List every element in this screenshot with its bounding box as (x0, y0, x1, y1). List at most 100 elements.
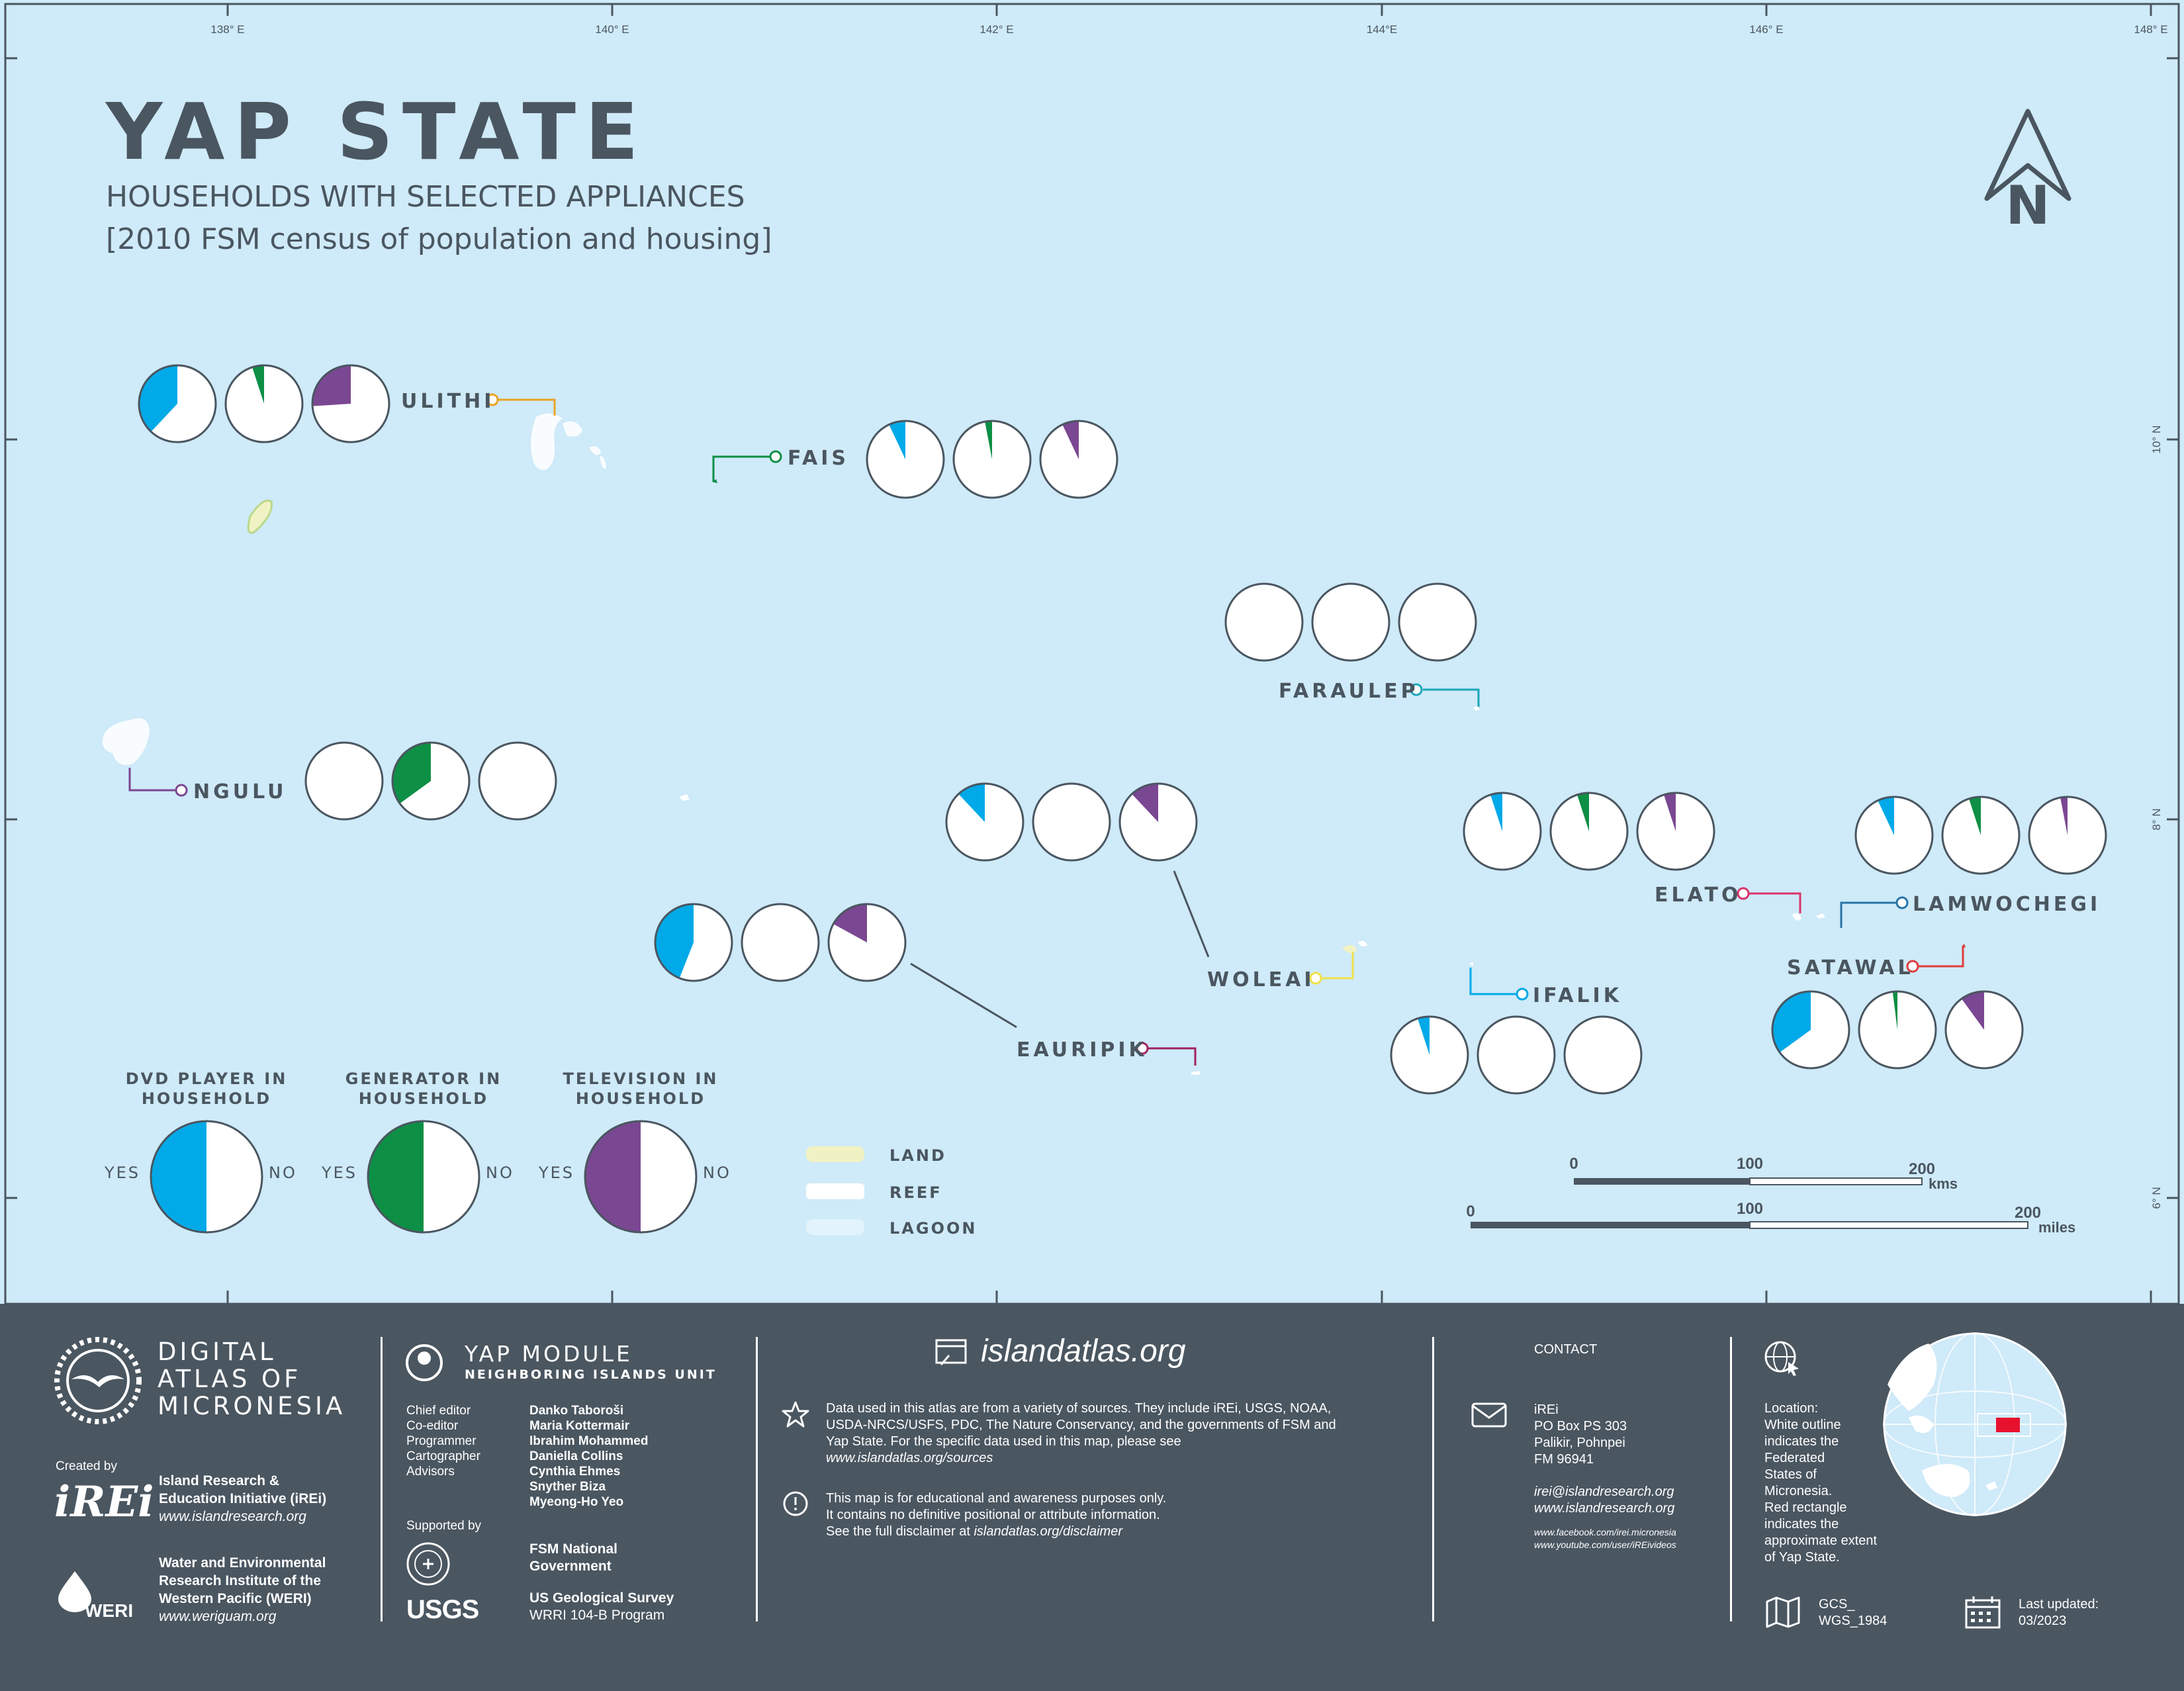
person: Daniella Collins (529, 1449, 623, 1463)
supported-by-label: Supported by (406, 1519, 482, 1533)
disclaimer-link[interactable]: islandatlas.org/disclaimer (974, 1524, 1122, 1539)
pie-slice-elato-television (1664, 793, 1676, 831)
location-line: States of (1764, 1467, 1817, 1482)
lat-label-8: 8° N (2150, 808, 2163, 830)
website-link[interactable]: www.islandresearch.org (1534, 1501, 1675, 1516)
contact-links: irei@islandresearch.org www.islandresear… (1534, 1484, 1674, 1517)
lon-label-144: 144°E (1367, 23, 1398, 36)
scale-bar-miles: 0 100 200 miles (1466, 1200, 2075, 1236)
pie-satawal-generator (1858, 990, 1937, 1070)
pie-faraulep-generator (1311, 582, 1390, 662)
created-by-label: Created by (56, 1459, 117, 1473)
fsm-line-2: Government (529, 1559, 612, 1574)
usgs-credit: US Geological Survey WRRI 104-B Program (529, 1590, 674, 1624)
location-line: Red rectangle (1764, 1500, 1847, 1515)
weri-logo-icon (58, 1571, 91, 1612)
pie-slice-satawal-television (1961, 991, 1984, 1030)
pie-fais-television (1039, 420, 1118, 499)
last-updated: Last updated: 03/2023 (2019, 1596, 2099, 1629)
legend-tv-title-2: HOUSEHOLD (576, 1089, 705, 1108)
pie-faraulep-television (1398, 582, 1477, 662)
lagoon-swatch (806, 1219, 864, 1235)
miles-unit: miles (2038, 1219, 2075, 1236)
pie-slice-fais-dvd (889, 421, 905, 459)
pie-eauripik-generator (741, 903, 820, 982)
lon-label-146: 146° E (1749, 23, 1783, 36)
person: Danko Taboroši (529, 1404, 624, 1418)
land-label: LAND (889, 1146, 946, 1165)
sources-line-3: Yap State. For the specific data used in… (826, 1434, 1181, 1449)
label-fais: FAIS (788, 447, 849, 470)
map-subtitle-source: [2010 FSM census of population and housi… (106, 222, 772, 256)
pie-slice-lamwochegi-generator (1969, 797, 1981, 835)
pie-elato-dvd (1463, 792, 1542, 871)
pie-lamwochegi-television (2028, 796, 2107, 875)
site-link[interactable]: islandatlas.org (981, 1334, 1186, 1369)
pie-fais-generator (952, 420, 1032, 499)
miles-label-100: 100 (1737, 1200, 1763, 1218)
disclaimer-line-3: See the full disclaimer at islandatlas.o… (826, 1524, 1166, 1540)
disclaimer-text: This map is for educational and awarenes… (826, 1490, 1166, 1540)
legend-tv-no-label: NO (703, 1164, 731, 1182)
pie-slice-woleai-television (1132, 784, 1158, 822)
pie-slice-ngulu-generator (392, 743, 431, 804)
yap-module-icon (406, 1344, 443, 1381)
location-line: of Yap State. (1764, 1550, 1840, 1565)
atlas-name-line-2: ATLAS OF (158, 1365, 302, 1393)
pie-ngulu-generator (391, 741, 471, 821)
sources-line-2: USDA-NRCS/USFS, PDC, The Nature Conserva… (826, 1418, 1336, 1432)
svg-text:N: N (2006, 175, 2050, 236)
projection-line-2: WGS_1984 (1819, 1614, 1888, 1628)
atlas-name-line-3: MICRONESIA (158, 1392, 346, 1420)
lagoon-label: LAGOON (889, 1219, 977, 1238)
legend-tv-yes (585, 1121, 641, 1232)
atlas-name-line-1: DIGITAL (158, 1338, 277, 1366)
atlas-name: DIGITAL ATLAS OF MICRONESIA (158, 1338, 345, 1420)
irei-url[interactable]: www.islandresearch.org (159, 1509, 306, 1524)
pie-slice-ifalik-dvd (1418, 1017, 1430, 1055)
pie-ulithi-television (311, 364, 390, 443)
youtube-link[interactable]: www.youtube.com/user/iREivideos (1534, 1539, 1676, 1550)
legend-tv-no (641, 1121, 696, 1232)
location-line: Federated (1764, 1451, 1825, 1465)
legend-dvd-title-1: DVD PLAYER IN (126, 1070, 288, 1088)
atlas-logo-icon (54, 1337, 142, 1424)
email-link[interactable]: irei@islandresearch.org (1534, 1485, 1674, 1499)
kms-label-200: 200 (1909, 1160, 1935, 1178)
location-line: indicates the (1764, 1434, 1839, 1449)
label-woleai: WOLEAI (1207, 968, 1315, 991)
land-swatch (806, 1146, 864, 1162)
pie-faraulep-dvd (1224, 582, 1304, 662)
kms-label-100: 100 (1737, 1155, 1763, 1173)
legend-dvd-no (206, 1121, 262, 1232)
facebook-link[interactable]: www.facebook.com/irei.micronesia (1534, 1527, 1676, 1537)
weri-url[interactable]: www.weriguam.org (159, 1609, 277, 1624)
scale-bar-kms: 0 100 200 kms (1569, 1155, 1958, 1192)
lon-label-148: 148° E (2134, 23, 2167, 36)
label-eauripik: EAURIPIK (1017, 1038, 1148, 1062)
fsm-credit: FSM National Government (529, 1541, 617, 1575)
irei-name-line-2: Education Initiative (iREi) (159, 1491, 327, 1506)
legend-gen-yes-label: YES (321, 1164, 357, 1182)
person: Snyther Biza (529, 1480, 606, 1494)
map-title: YAP STATE (106, 86, 648, 177)
last-updated-date: 03/2023 (2019, 1614, 2067, 1628)
globe-cursor-icon (1764, 1341, 1799, 1376)
pie-slice-fais-generator (985, 421, 992, 459)
location-line: Micronesia. (1764, 1484, 1833, 1498)
pie-slice-satawal-dvd (1772, 991, 1811, 1053)
disclaimer-line-1: This map is for educational and awarenes… (826, 1491, 1167, 1506)
location-line: approximate extent (1764, 1533, 1878, 1548)
irei-logo: iREi (54, 1477, 154, 1527)
pie-slice-ulithi-generator (252, 365, 264, 404)
pie-charts (138, 364, 2107, 1095)
feature-legend: LAND REEF LAGOON (806, 1146, 977, 1238)
label-ifalik: IFALIK (1533, 984, 1622, 1007)
sources-link[interactable]: www.islandatlas.org/sources (826, 1451, 993, 1465)
pie-lamwochegi-dvd (1854, 796, 1934, 875)
graticule (5, 4, 2179, 1304)
pie-slice-fais-television (1062, 421, 1079, 459)
miles-label-0: 0 (1466, 1203, 1475, 1220)
pie-slice-elato-dvd (1490, 793, 1502, 831)
label-ngulu: NGULU (193, 780, 287, 803)
